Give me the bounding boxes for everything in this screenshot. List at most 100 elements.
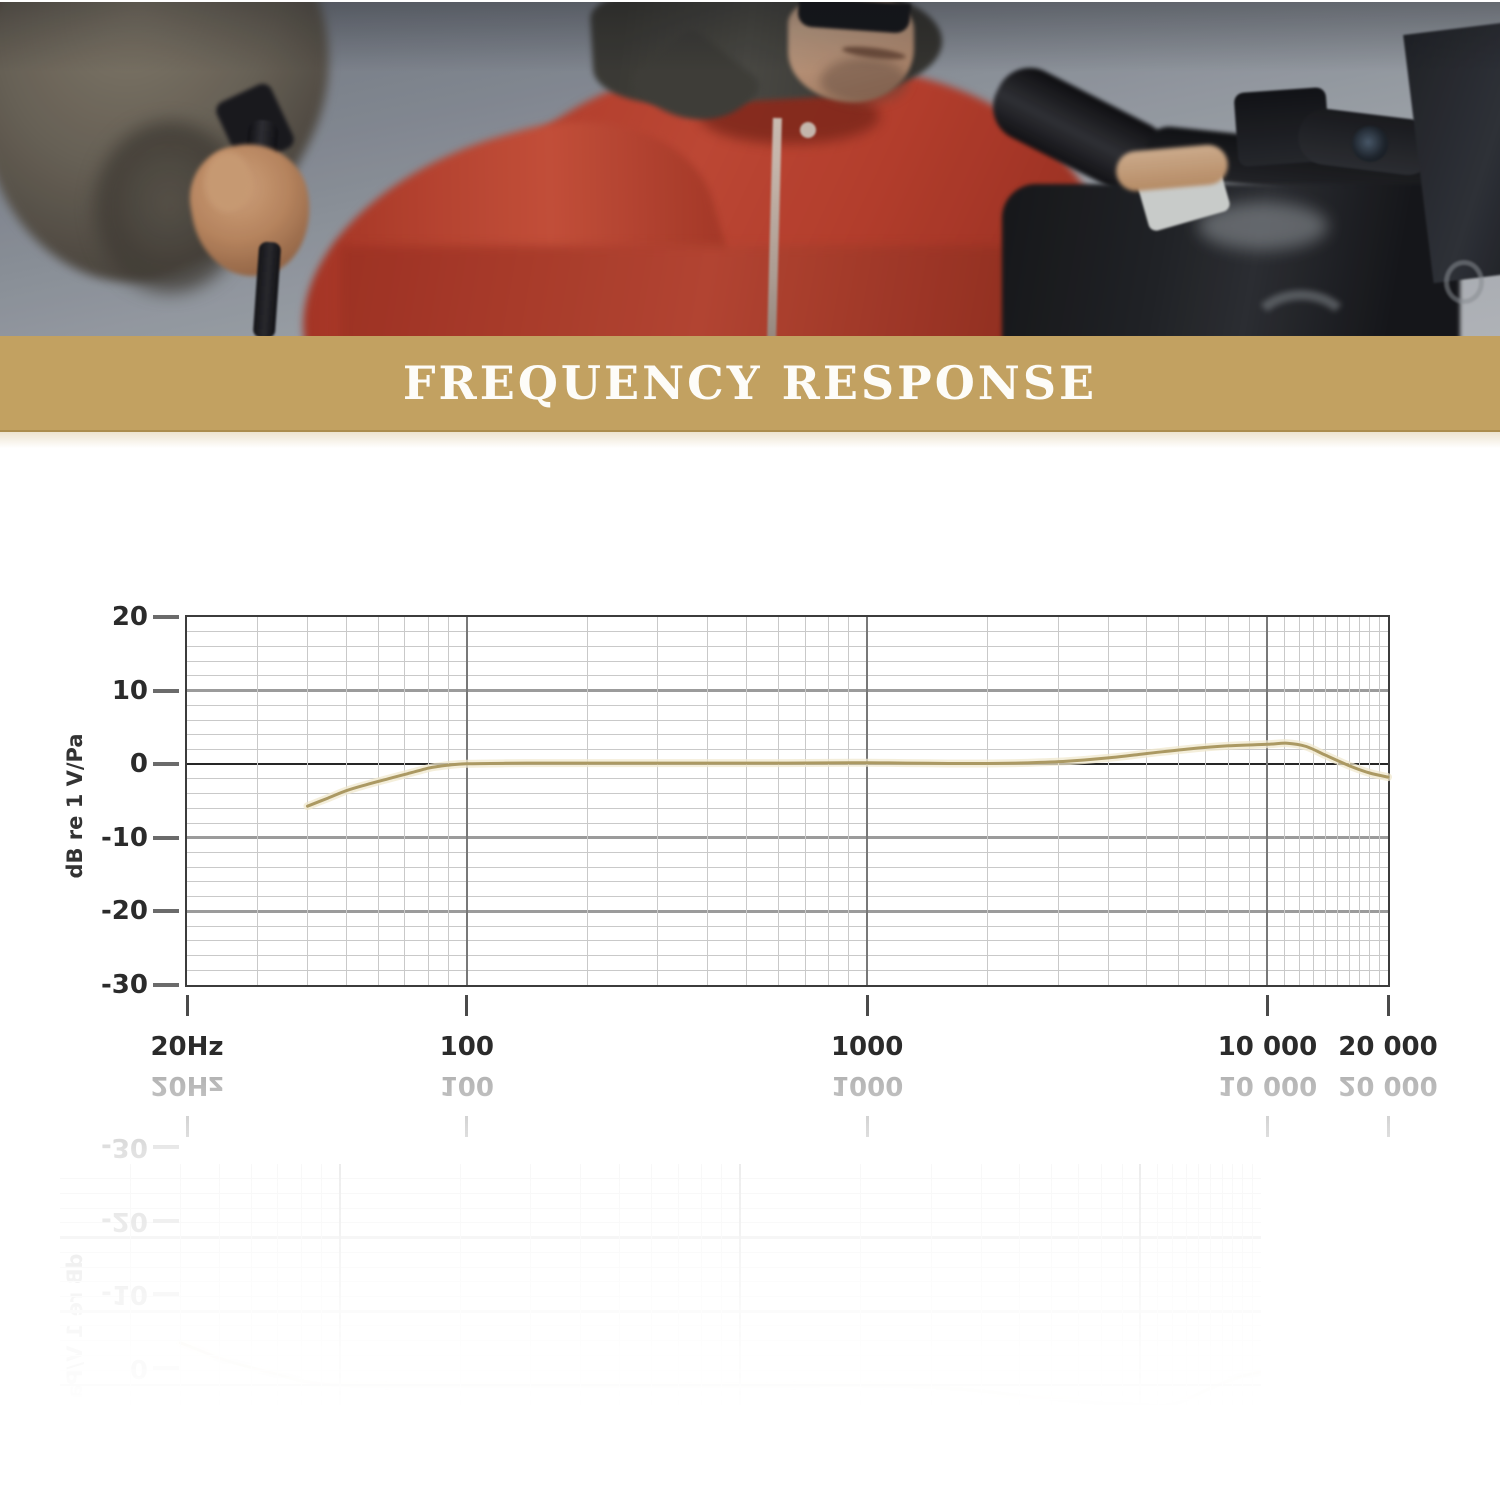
y-axis-tick-label: 10 xyxy=(111,1426,148,1457)
gridline-vertical-minor xyxy=(1221,1164,1223,1500)
gridline-vertical-minor xyxy=(1298,617,1300,985)
y-axis-tick-mark xyxy=(153,1365,179,1370)
gridline-vertical-minor xyxy=(804,617,806,985)
red-jacket-lower xyxy=(340,246,1070,336)
gridline-horizontal-minor xyxy=(187,925,1388,927)
gridline-vertical-major xyxy=(338,1164,341,1500)
gridline-horizontal-minor xyxy=(60,1266,1261,1268)
gridline-vertical-minor xyxy=(377,617,379,985)
flag-o-marking xyxy=(1444,260,1484,304)
gridline-vertical-minor xyxy=(307,617,308,985)
x-axis-tick-label: 10 000 xyxy=(1217,1032,1318,1062)
gridline-vertical-minor xyxy=(1248,617,1250,985)
gridline-horizontal-major xyxy=(187,836,1388,840)
gridline-horizontal-minor xyxy=(60,1443,1261,1445)
gridline-horizontal-minor xyxy=(60,1178,1261,1180)
gridline-horizontal-minor xyxy=(60,1251,1261,1253)
gridline-horizontal-minor xyxy=(187,793,1388,795)
gridline-horizontal-minor xyxy=(60,1354,1261,1356)
gridline-vertical-minor xyxy=(1232,1164,1234,1500)
gridline-vertical-minor xyxy=(180,1164,181,1500)
gridline-vertical-minor xyxy=(1204,617,1206,985)
gridline-vertical-minor xyxy=(586,617,588,985)
gridline-vertical-minor xyxy=(321,1164,322,1500)
gridline-vertical-minor xyxy=(1369,617,1371,985)
y-axis-tick-label: 10 xyxy=(111,675,148,706)
x-axis-tick-label: 100 xyxy=(439,1070,494,1100)
gridline-vertical-minor xyxy=(580,1164,582,1500)
gridline-vertical-minor xyxy=(448,617,449,985)
y-axis-tick-label: 0 xyxy=(129,749,148,780)
gridline-vertical-minor xyxy=(1051,1164,1053,1500)
x-axis-tick-label: 1000 xyxy=(830,1032,904,1062)
gridline-vertical-minor xyxy=(218,1164,220,1500)
gridline-vertical-minor xyxy=(1283,617,1285,985)
gridline-vertical-minor xyxy=(404,617,406,985)
gridline-vertical-minor xyxy=(930,1164,932,1500)
gridline-vertical-minor xyxy=(700,1164,702,1500)
y-axis-tick-label: -10 xyxy=(101,822,148,853)
gridline-horizontal-minor xyxy=(187,940,1388,942)
gridline-vertical-minor xyxy=(827,617,829,985)
gridline-vertical-major xyxy=(1139,1164,1142,1500)
gridline-vertical-minor xyxy=(1337,617,1339,985)
y-axis-tick-mark xyxy=(153,983,179,987)
gridline-vertical-minor xyxy=(345,617,347,985)
x-axis-tick-mark xyxy=(465,1116,469,1137)
x-axis-tick-mark xyxy=(1386,1116,1390,1137)
gridline-horizontal-major xyxy=(187,909,1388,913)
gridline-vertical-minor xyxy=(1146,617,1148,985)
gridline-horizontal-minor xyxy=(60,1325,1261,1327)
gridline-vertical-minor xyxy=(1178,617,1180,985)
gridline-vertical-minor xyxy=(1101,1164,1103,1500)
y-axis-tick-mark xyxy=(153,1218,179,1223)
gridline-vertical-minor xyxy=(427,617,429,985)
y-axis-tick-label: -10 xyxy=(101,1279,148,1310)
camera-eyepiece-ring xyxy=(1352,126,1388,162)
gridline-vertical-minor xyxy=(1210,1164,1212,1500)
gridline-vertical-minor xyxy=(1359,617,1361,985)
gridline-horizontal-minor xyxy=(187,645,1388,647)
camera-cable xyxy=(1246,290,1356,336)
gridline-horizontal-minor xyxy=(60,1487,1261,1489)
gridline-horizontal-minor xyxy=(187,969,1388,971)
gridline-horizontal-minor xyxy=(187,955,1388,957)
photo-top-vignette xyxy=(0,2,1500,72)
gridline-horizontal-minor xyxy=(187,881,1388,883)
gridline-horizontal-minor xyxy=(187,822,1388,824)
gridline-vertical-minor xyxy=(1348,617,1350,985)
y-axis-tick-mark xyxy=(153,909,179,914)
gridline-vertical-minor xyxy=(1121,1164,1123,1500)
gridline-horizontal-major xyxy=(60,1309,1261,1313)
gridline-vertical-major xyxy=(1266,617,1269,985)
gridline-horizontal-minor xyxy=(60,1413,1261,1415)
gridline-vertical-minor xyxy=(1378,617,1380,985)
gridline-vertical-minor xyxy=(619,1164,621,1500)
gridline-vertical-minor xyxy=(657,617,659,985)
response-curve-halo xyxy=(176,1338,1265,1410)
gridline-horizontal-major xyxy=(187,689,1388,693)
gridline-vertical-minor xyxy=(746,617,748,985)
photo-tone-overlay xyxy=(0,2,1500,336)
gridline-vertical-major xyxy=(866,617,869,985)
y-axis-tick-mark xyxy=(153,688,179,693)
x-axis-tick-mark xyxy=(185,995,189,1016)
gridline-vertical-minor xyxy=(300,1164,302,1500)
gridline-horizontal-minor xyxy=(187,675,1388,677)
plot-area xyxy=(60,1160,1460,1500)
gridline-vertical-minor xyxy=(1251,1164,1253,1500)
gridline-vertical-minor xyxy=(987,617,989,985)
gridline-vertical-minor xyxy=(1077,1164,1079,1500)
gridline-horizontal-minor xyxy=(60,1192,1261,1194)
gridline-horizontal-minor xyxy=(187,896,1388,898)
response-curve-line xyxy=(306,741,1390,808)
gridline-horizontal-minor xyxy=(60,1428,1261,1430)
y-axis-tick-mark xyxy=(153,835,179,840)
gridline-horizontal-minor xyxy=(60,1295,1261,1297)
x-axis-tick-label: 20 000 xyxy=(1338,1070,1438,1100)
response-curve-halo xyxy=(303,739,1392,811)
gridline-zero-db xyxy=(60,1383,1261,1386)
gridline-horizontal-minor xyxy=(187,734,1388,736)
gridline-horizontal-minor xyxy=(187,807,1388,809)
jacket-zipper-pull xyxy=(800,122,816,138)
